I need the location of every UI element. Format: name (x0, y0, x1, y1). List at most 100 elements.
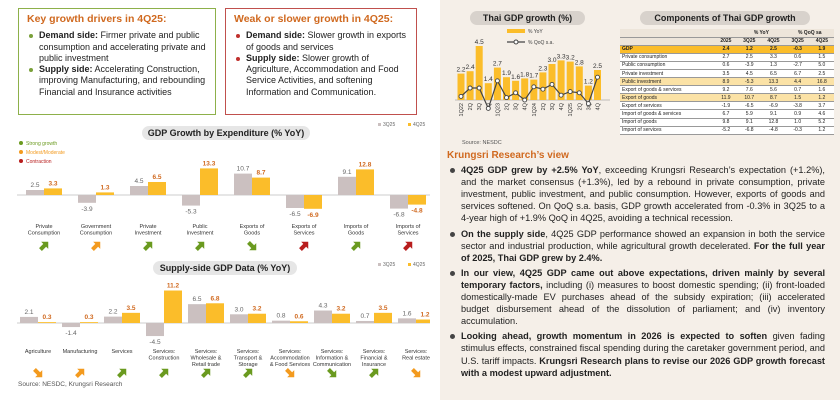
trend-arrow-icon (159, 368, 169, 378)
data-label: 4.3 (318, 303, 327, 310)
data-label: 6.5 (152, 174, 161, 181)
bar (20, 316, 38, 323)
weak-growth-title: Weak or slower growth in 4Q25: (234, 13, 394, 25)
data-label: 10.7 (237, 166, 250, 173)
bar (272, 320, 290, 323)
qoq-point (549, 81, 555, 87)
qoq-point (522, 97, 528, 103)
category-label: Accommodation (270, 356, 309, 362)
category-label: Consumption (28, 231, 60, 237)
category-label: Agriculture (25, 349, 51, 355)
category-label: Retail trade (192, 362, 220, 368)
category-label: Goods (348, 231, 364, 237)
bar (566, 61, 574, 100)
category-label: Investment (135, 231, 162, 237)
bar (104, 316, 122, 323)
bar (390, 195, 408, 209)
x-tick-label: 3Q (550, 102, 556, 110)
supply-chart-title: Supply-side GDP Data (% YoY) (153, 261, 297, 275)
category-label: Private (35, 224, 52, 230)
trend-arrow-icon (351, 241, 361, 251)
bar (530, 79, 538, 100)
category-label: Insurance (362, 362, 386, 368)
qoq-point (558, 92, 564, 98)
bar (44, 188, 62, 195)
bar (252, 177, 270, 195)
category-label: Services (293, 231, 314, 237)
qoq-point (540, 86, 546, 92)
qoq-point (595, 74, 600, 80)
bar (234, 173, 252, 195)
bar (182, 195, 200, 206)
key-drivers-box: Key growth drivers in 4Q25: Demand side:… (18, 8, 216, 115)
qoq-point (485, 105, 491, 111)
trend-arrow-icon (299, 241, 309, 251)
legend-marker-qoq (513, 39, 519, 45)
category-label: Public (193, 224, 208, 230)
qoq-point (576, 90, 582, 96)
category-label: Services (397, 231, 418, 237)
data-label: -5.3 (185, 209, 197, 216)
data-label: 2.2 (108, 309, 117, 316)
expenditure-chart-title: GDP Growth by Expenditure (% YoY) (142, 126, 310, 140)
trend-arrow-icon (285, 368, 295, 378)
category-label: Exports of (292, 224, 317, 230)
trend-arrow-icon (369, 368, 379, 378)
data-label: 2.8 (575, 59, 584, 66)
table-row: Import of goods 9.8 9.1 12.8 1.0 5.2 (620, 118, 834, 127)
bar (290, 321, 308, 323)
category-label: Services: (279, 349, 302, 355)
category-label: Imports of (396, 224, 421, 230)
data-label: 3.3 (557, 53, 566, 60)
data-label: 1.6 (511, 74, 520, 81)
legend-qoq: % QoQ s.a. (528, 40, 554, 46)
category-label: Construction (149, 356, 180, 362)
x-tick-label: 4Q (523, 102, 529, 110)
data-label: 8.7 (256, 170, 265, 177)
trend-arrow-icon (201, 368, 211, 378)
x-tick-label: 2Q (577, 102, 583, 110)
view-bullet: Looking ahead, growth momentum in 2026 i… (447, 330, 825, 378)
bar (332, 313, 350, 323)
category-label: & Food Services (270, 362, 311, 368)
bar (416, 319, 430, 323)
legend-label: Strong growth (26, 141, 57, 147)
table-header: 2025 3Q25 4Q25 3Q25 4Q25 (620, 37, 834, 46)
data-label: 4.5 (134, 178, 143, 185)
bar (130, 186, 148, 195)
bar (80, 322, 98, 323)
data-label: 3.0 (234, 306, 243, 313)
bar (200, 168, 218, 195)
legend-dot (19, 150, 23, 154)
category-label: Consumption (80, 231, 112, 237)
bar (557, 60, 565, 100)
bar (304, 195, 322, 209)
view-bullet: On the supply side, 4Q25 GDP performance… (447, 228, 825, 264)
list-item: Demand side: Firmer private and public c… (27, 30, 207, 64)
trend-arrow-icon (243, 368, 253, 378)
thai-gdp-chart-title: Thai GDP growth (%) (470, 11, 585, 25)
data-label: 11.2 (167, 283, 180, 290)
data-label: 0.7 (360, 313, 369, 320)
x-tick-label: 3Q (514, 102, 520, 110)
legend-swatch-4q25 (408, 123, 411, 126)
table-row: GDP 2.4 1.2 2.5 -0.3 1.9 (620, 45, 834, 54)
data-label: -3.9 (81, 206, 93, 213)
qoq-point (494, 78, 500, 84)
source-note: Source: NESDC (462, 140, 502, 146)
x-tick-label: 2Q (541, 102, 547, 110)
bar (584, 85, 592, 100)
bar (248, 313, 266, 323)
qoq-point (467, 85, 473, 91)
data-label: 0.3 (84, 314, 93, 321)
list-item: Demand side: Slower growth in exports of… (234, 30, 408, 53)
source-note: Source: NESDC, Krungsri Research (18, 381, 123, 388)
data-label: 2.7 (493, 61, 502, 68)
bar (26, 190, 44, 195)
category-label: Wholesale & (191, 356, 222, 362)
category-label: Services: (153, 349, 176, 355)
category-label: Private (139, 224, 156, 230)
bar (356, 169, 374, 195)
legend-dot (19, 141, 23, 145)
